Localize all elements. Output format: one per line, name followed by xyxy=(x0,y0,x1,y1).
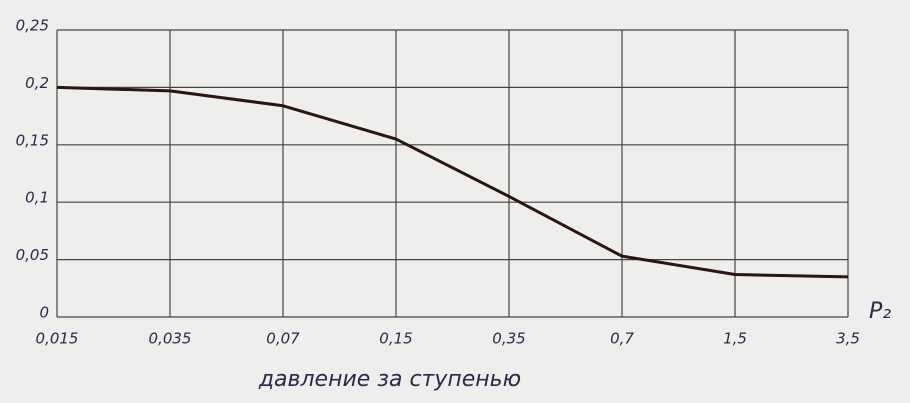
curve xyxy=(56,85,849,279)
x-tick-label: 0,07 xyxy=(266,330,300,348)
x-tick-label: 0,15 xyxy=(379,330,412,348)
y-tick-label: 0,2 xyxy=(25,74,49,92)
x-tick-label: 0,015 xyxy=(36,330,79,348)
x-axis-label: давление за ступенью xyxy=(258,367,521,392)
y-tick-label: 0 xyxy=(39,304,49,322)
y-tick-label: 0,1 xyxy=(25,189,49,207)
x-tick-label: 0,7 xyxy=(610,330,634,348)
x-tick-label: 0,35 xyxy=(492,330,525,348)
x-tick-label: 1,5 xyxy=(723,330,747,348)
y-tick-label: 0,05 xyxy=(16,246,49,264)
y-tick-label: 0,15 xyxy=(16,131,49,149)
x-axis-symbol: P₂ xyxy=(869,299,891,324)
x-tick-label: 0,035 xyxy=(149,330,192,348)
x-tick-label: 3,5 xyxy=(836,330,860,348)
y-tick-label: 0,25 xyxy=(16,17,49,35)
